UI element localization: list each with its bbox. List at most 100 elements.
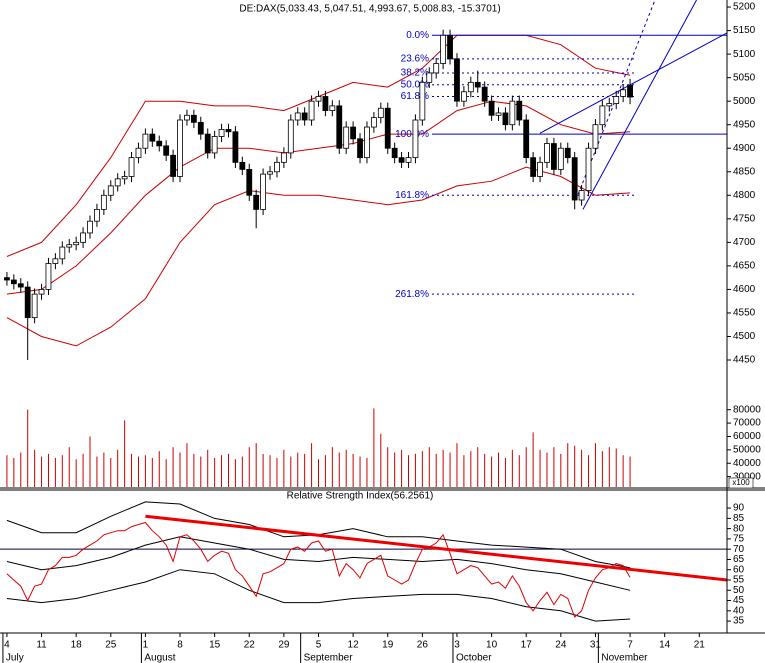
candle-body (329, 105, 336, 111)
trendline (539, 32, 727, 134)
unit-label: x100 (732, 478, 750, 487)
candle-body (426, 72, 433, 83)
x-tick-label: 12 (348, 640, 360, 651)
fib-label: 161.8% (395, 190, 429, 201)
y-tick-label: 80000 (733, 404, 761, 415)
candle-body (142, 133, 149, 149)
fib-label: 23.6% (401, 53, 429, 64)
candle-body (364, 126, 370, 159)
x-tick-label: 29 (278, 640, 290, 651)
candle-body (384, 107, 391, 149)
candle-body (253, 194, 260, 210)
candle-body (80, 232, 86, 243)
candle-body (398, 157, 405, 163)
y-tick-label: 60000 (733, 431, 761, 442)
y-tick-label: 50 (733, 585, 745, 596)
fib-label: 50.0% (401, 79, 429, 90)
candle-body (31, 293, 38, 319)
month-label: July (6, 653, 24, 663)
x-tick-label: 26 (417, 640, 429, 651)
candle-body (481, 86, 488, 102)
candle-body (613, 96, 620, 104)
candle-body (585, 147, 592, 191)
trendline (582, 0, 697, 210)
candle-body (440, 34, 447, 64)
x-tick-label: 14 (659, 640, 671, 651)
y-tick-label: 90 (733, 503, 745, 514)
x-tick-label: 19 (382, 640, 394, 651)
candle-body (495, 112, 502, 116)
x-tick-label: 5 (316, 640, 322, 651)
candle-body (377, 107, 384, 119)
candle-body (557, 147, 564, 170)
candle-body (627, 85, 633, 98)
y-tick-label: 45 (733, 595, 745, 606)
y-tick-label: 5000 (733, 96, 756, 107)
candle-body (87, 220, 93, 234)
candle-body (551, 143, 557, 170)
x-tick-label: 22 (244, 640, 256, 651)
candle-body (232, 131, 239, 163)
rsi-panel (0, 501, 727, 622)
x-tick-label: 31 (590, 640, 602, 651)
price-panel: 0.0% 23.6% 38.2%50.0%61.8% 100.0% 161.8% 261.… (4, 0, 727, 360)
x-tick-label: 3 (454, 640, 460, 651)
candle-body (149, 133, 156, 142)
candle-body (474, 81, 481, 88)
candle-body (502, 112, 509, 126)
candle-body (128, 157, 135, 177)
candle-body (391, 147, 398, 159)
x-tick-label: 8 (177, 640, 183, 651)
candle-body (544, 143, 550, 163)
candle-body (163, 145, 170, 156)
y-tick-label: 4600 (733, 284, 756, 295)
candle-body (184, 114, 190, 121)
candle-body (488, 100, 495, 116)
y-tick-label: 50000 (733, 444, 761, 455)
candle-body (267, 171, 273, 175)
candle-body (246, 169, 253, 196)
x-tick-label: 7 (627, 640, 633, 651)
candle-body (350, 126, 357, 140)
candle-body (197, 121, 204, 135)
y-tick-label: 40 (733, 605, 745, 616)
candle-body (357, 138, 363, 159)
bollinger-band (6, 166, 631, 347)
candle-body (412, 119, 419, 159)
candle-body (405, 157, 412, 163)
rsi-line (6, 521, 631, 618)
candle-body (121, 176, 128, 180)
y-tick-label: 55 (733, 575, 745, 586)
y-tick-label: 80 (733, 523, 745, 534)
candle-body (460, 91, 467, 102)
candle-body (530, 157, 537, 177)
y-tick-label: 4800 (733, 190, 756, 201)
y-tick-label: 5150 (733, 25, 756, 36)
candle-body (239, 161, 246, 170)
y-tick-label: 4950 (733, 119, 756, 130)
candle-body (343, 126, 350, 149)
y-tick-label: 5200 (733, 2, 756, 13)
y-tick-label: 4750 (733, 213, 756, 224)
candle-body (66, 244, 73, 248)
y-tick-label: 4700 (733, 237, 756, 248)
candle-body (24, 286, 31, 319)
y-tick-label: 75 (733, 534, 745, 545)
month-label: November (601, 653, 648, 663)
candle-body (315, 96, 322, 102)
month-label: September (304, 653, 354, 663)
candle-body (73, 241, 80, 246)
y-tick-label: 4650 (733, 261, 756, 272)
candle-body (578, 190, 585, 201)
candle-body (204, 133, 211, 154)
candle-body (287, 119, 294, 154)
candle-body (107, 185, 114, 196)
candle-body (509, 100, 516, 126)
candle-body (571, 157, 578, 201)
candle-body (564, 147, 571, 159)
candle-body (260, 173, 267, 210)
candle-body (52, 258, 59, 264)
candle-body (447, 34, 453, 60)
